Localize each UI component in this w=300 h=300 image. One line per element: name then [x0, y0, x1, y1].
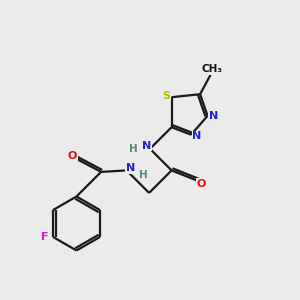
- Text: O: O: [68, 151, 77, 161]
- Text: O: O: [196, 179, 206, 189]
- Text: N: N: [126, 163, 135, 173]
- Text: N: N: [142, 141, 151, 151]
- Text: H: H: [139, 170, 148, 180]
- Text: F: F: [41, 232, 49, 242]
- Text: S: S: [162, 91, 170, 101]
- Text: N: N: [209, 111, 218, 121]
- Text: N: N: [193, 131, 202, 141]
- Text: CH₃: CH₃: [201, 64, 222, 74]
- Text: H: H: [129, 144, 138, 154]
